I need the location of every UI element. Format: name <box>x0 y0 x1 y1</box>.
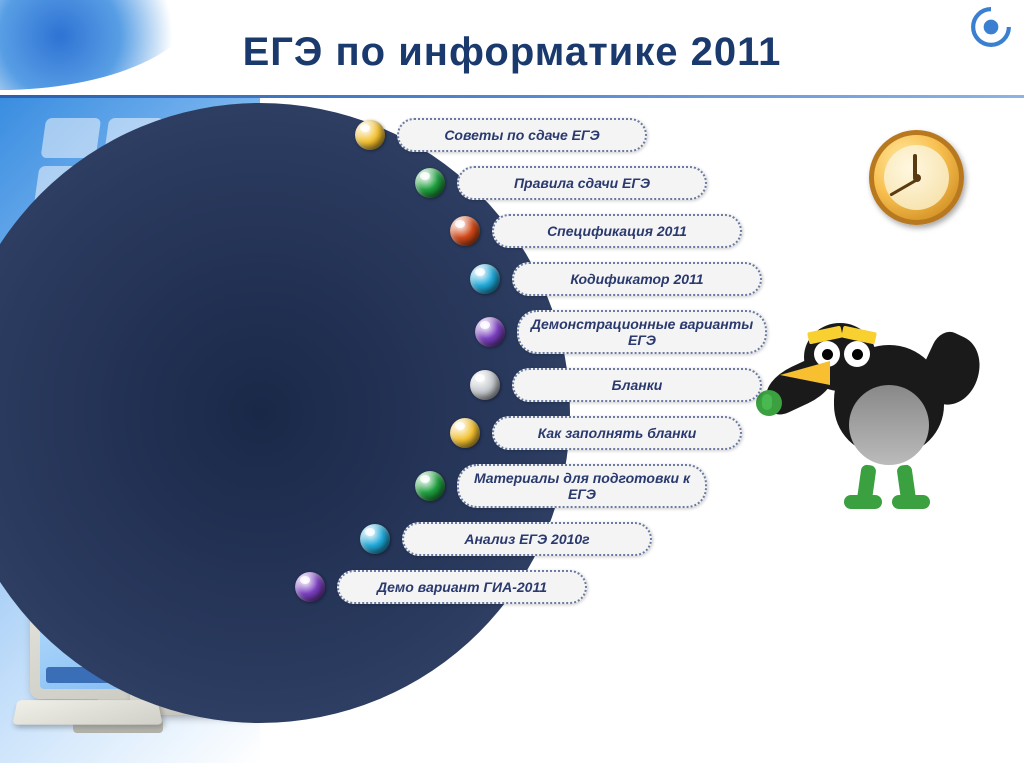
menu-item-label: Анализ ЕГЭ 2010г <box>402 522 652 556</box>
menu-item[interactable]: Как заполнять бланки <box>450 416 767 450</box>
bullet-icon <box>360 524 390 554</box>
menu-item-label: Демо вариант ГИА-2011 <box>337 570 587 604</box>
page-title: ЕГЭ по информатике 2011 <box>0 30 1024 75</box>
menu-item-label: Демонстрационные варианты ЕГЭ <box>517 310 767 354</box>
menu-item-label: Правила сдачи ЕГЭ <box>457 166 707 200</box>
menu-item[interactable]: Материалы для подготовки к ЕГЭ <box>415 464 767 508</box>
menu-item-label: Как заполнять бланки <box>492 416 742 450</box>
crow-character-image <box>764 305 974 505</box>
bullet-icon <box>475 317 505 347</box>
menu-item-label: Бланки <box>512 368 762 402</box>
bullet-icon <box>470 264 500 294</box>
menu-item-label: Спецификация 2011 <box>492 214 742 248</box>
clock-icon <box>869 130 964 225</box>
menu-item[interactable]: Спецификация 2011 <box>450 214 767 248</box>
bullet-icon <box>450 418 480 448</box>
bullet-icon <box>355 120 385 150</box>
menu-list: Советы по сдаче ЕГЭ Правила сдачи ЕГЭ Спец… <box>260 118 767 618</box>
menu-container: Советы по сдаче ЕГЭПравила сдачи ЕГЭСпец… <box>260 98 720 763</box>
menu-item[interactable]: Правила сдачи ЕГЭ <box>415 166 767 200</box>
menu-item-label: Советы по сдаче ЕГЭ <box>397 118 647 152</box>
bullet-icon <box>470 370 500 400</box>
menu-item[interactable]: Бланки <box>470 368 767 402</box>
menu-item-label: Кодификатор 2011 <box>512 262 762 296</box>
bullet-icon <box>295 572 325 602</box>
menu-item[interactable]: Советы по сдаче ЕГЭ <box>355 118 767 152</box>
corner-logo-icon <box>970 6 1012 48</box>
menu-item[interactable]: Анализ ЕГЭ 2010г <box>360 522 767 556</box>
menu-item[interactable]: Кодификатор 2011 <box>470 262 767 296</box>
menu-item-label: Материалы для подготовки к ЕГЭ <box>457 464 707 508</box>
bullet-icon <box>415 471 445 501</box>
bullet-icon <box>415 168 445 198</box>
menu-item[interactable]: Демонстрационные варианты ЕГЭ <box>475 310 767 354</box>
bullet-icon <box>450 216 480 246</box>
menu-item[interactable]: Демо вариант ГИА-2011 <box>295 570 767 604</box>
